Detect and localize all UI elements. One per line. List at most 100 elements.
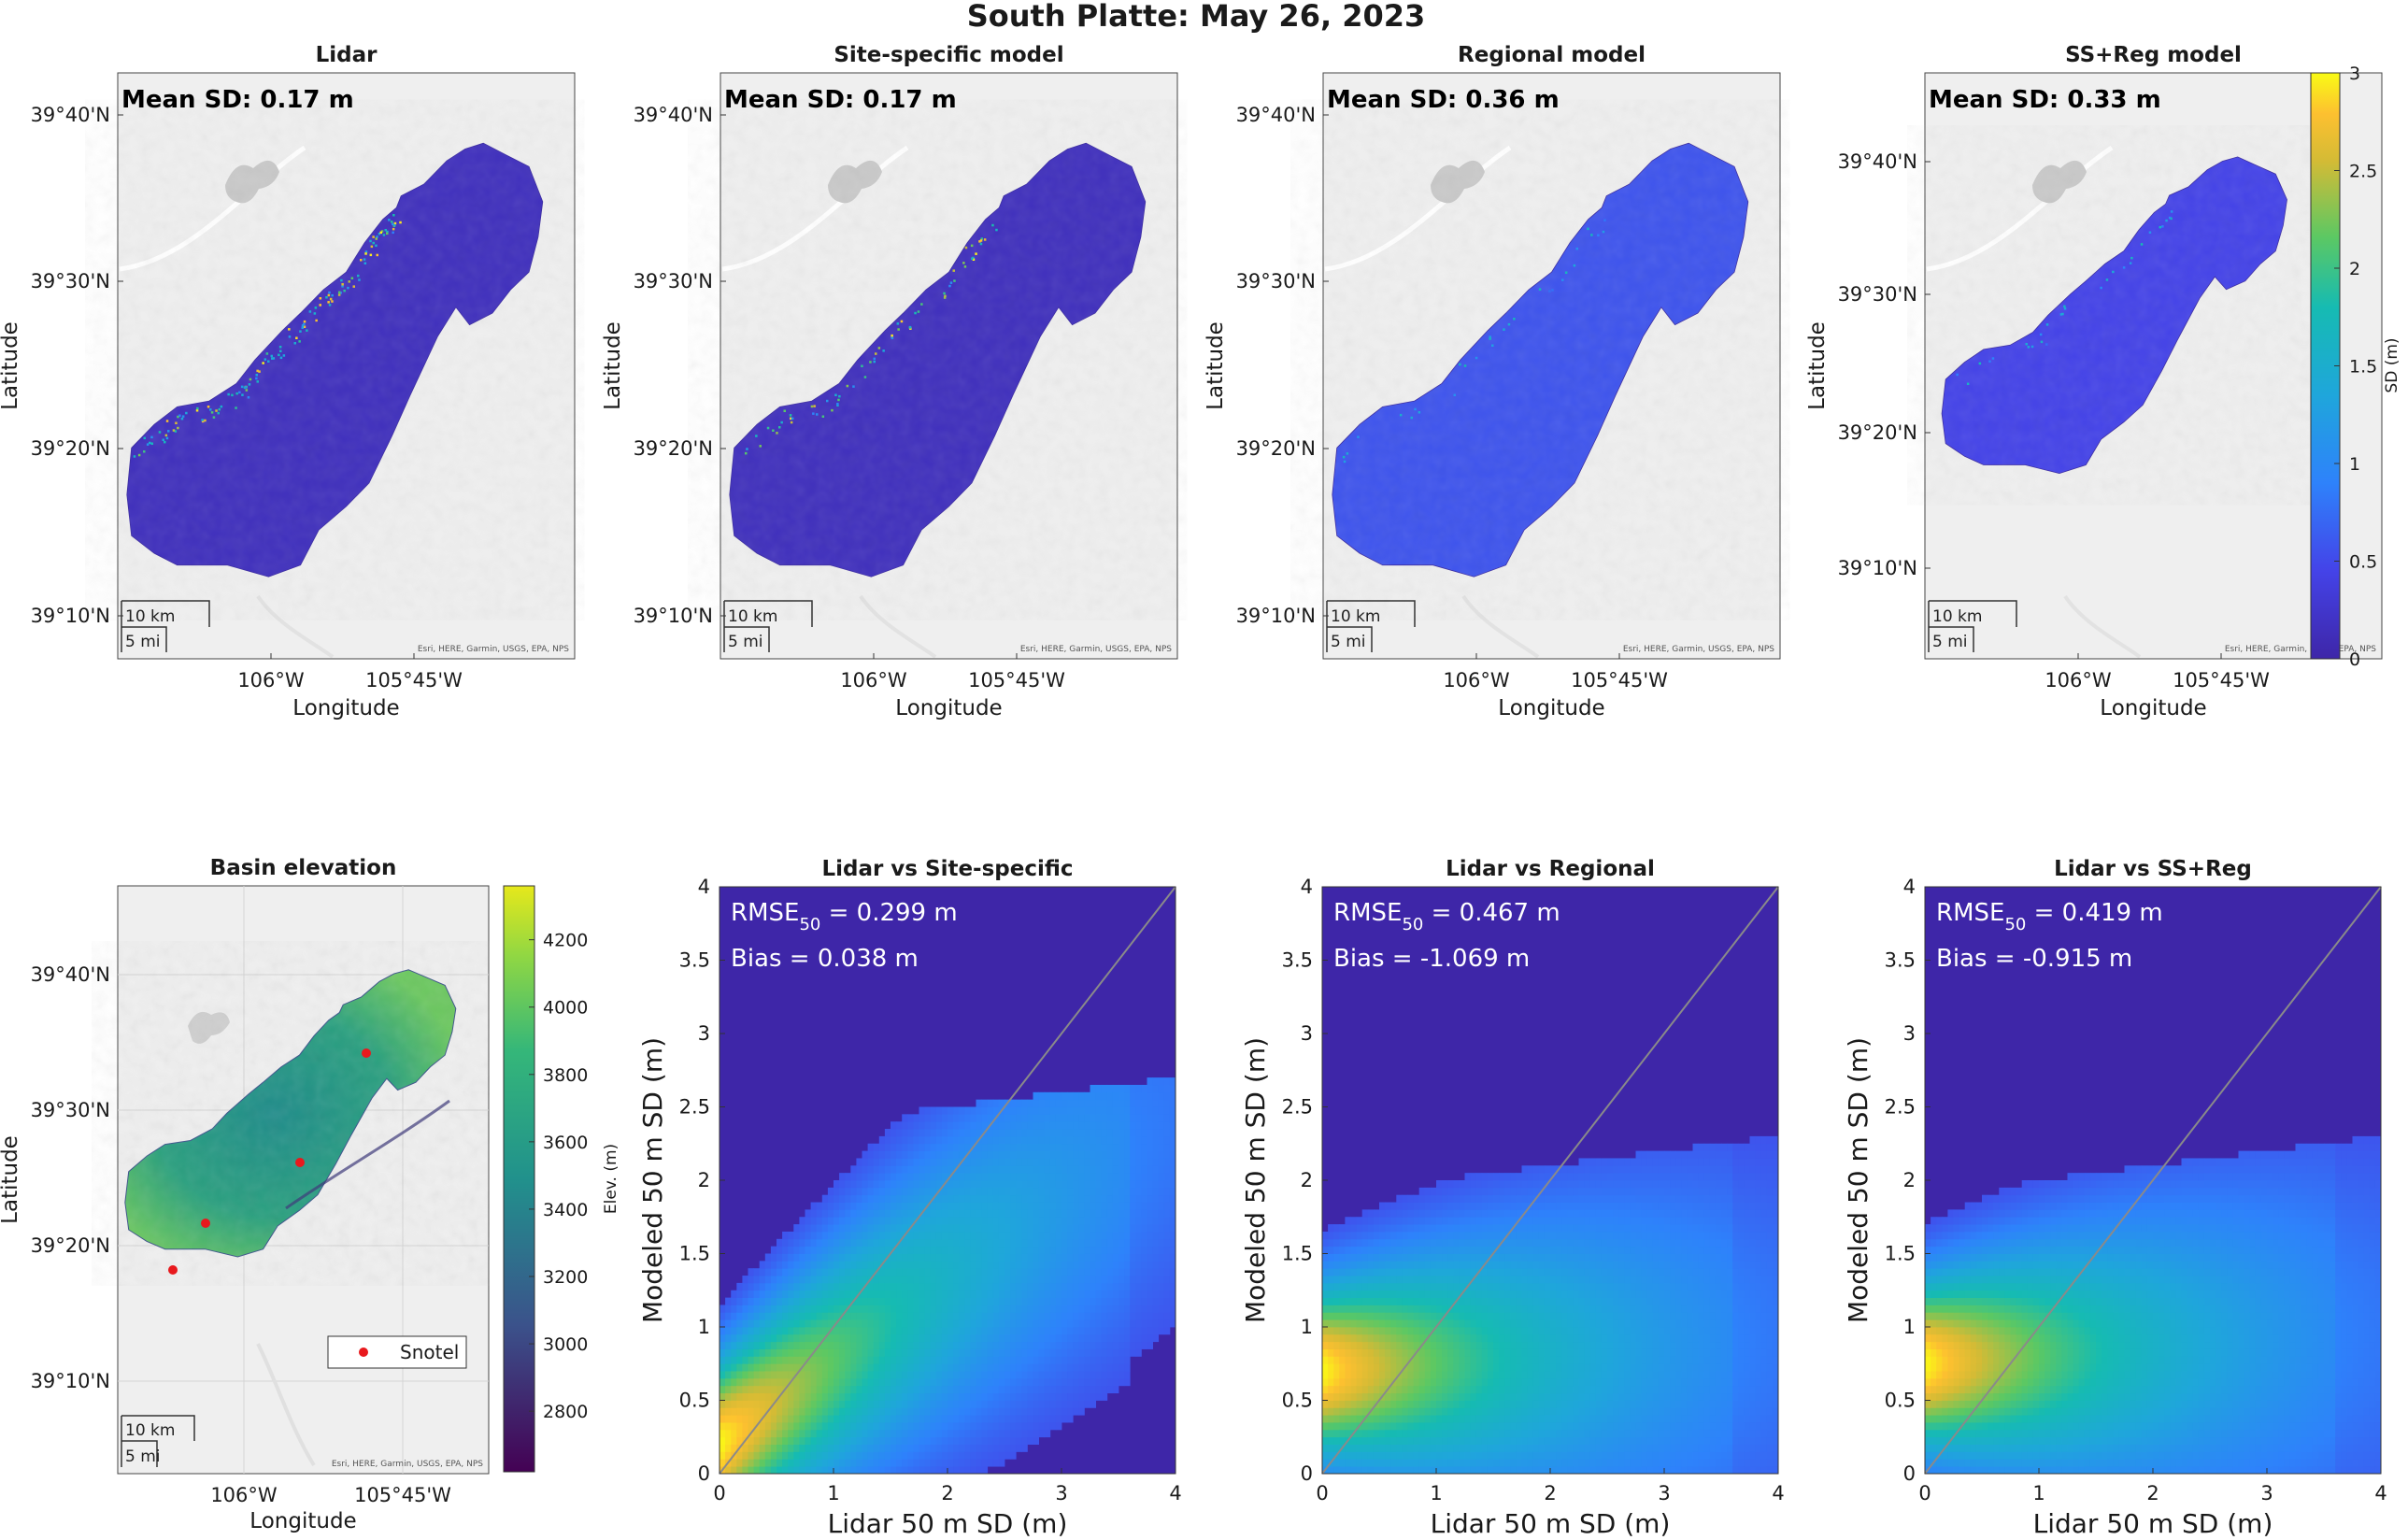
heatmap-cell [913,1194,919,1203]
heatmap-cell [1430,1429,1437,1438]
heatmap-cell [1481,1173,1489,1181]
heatmap-cell [793,1356,800,1364]
heatmap-cell [1487,1400,1494,1408]
heatmap-cell [1373,1217,1380,1225]
heatmap-cell [1453,1187,1460,1196]
heatmap-cell [992,1194,1000,1203]
heatmap-cell [845,1261,851,1269]
heatmap-cell [1135,1202,1142,1210]
heatmap-cell [896,1297,903,1305]
heatmap-cell [1130,1150,1136,1159]
heatmap-cell [1119,1371,1125,1379]
heatmap-cell [941,1466,948,1475]
heatmap-cell [1112,1290,1119,1298]
heatmap-cell [810,1415,818,1423]
heatmap-cell [924,1422,932,1431]
heatmap-cell [1005,1209,1011,1218]
heatmap-cell [1049,1187,1057,1196]
heatmap-cell [998,1429,1005,1438]
heatmap-cell [725,1400,732,1408]
heatmap-cell [1493,1371,1500,1379]
y-axis-label: Latitude [0,321,22,410]
heatmap-cell [1141,1276,1147,1284]
heatmap-cell [1350,1363,1357,1372]
heatmap-cell [867,1224,875,1233]
heatmap-cell [782,1268,789,1276]
heatmap-cell [810,1371,818,1379]
heatmap-cell [1090,1333,1096,1343]
heatmap-cell [1470,1202,1477,1210]
raster-cell [165,420,169,422]
y-tick-label: 39°10'N [31,1370,110,1392]
heatmap-cell [959,1297,965,1305]
heatmap-cell [850,1224,857,1233]
heatmap-cell [1067,1297,1074,1305]
heatmap-cell [1373,1319,1380,1328]
heatmap-cell [1112,1305,1119,1313]
heatmap-cell [1402,1202,1408,1210]
heatmap-cell [1101,1106,1108,1115]
raster-cell [249,378,252,381]
heatmap-cell [770,1282,777,1291]
raster-cell [863,376,867,378]
heatmap-cell [913,1180,919,1189]
heatmap-cell [1333,1385,1340,1394]
heatmap-cell [964,1459,971,1467]
raster-cell [392,214,395,217]
heatmap-cell [1055,1341,1062,1349]
heatmap-cell [1459,1392,1465,1401]
heatmap-cell [1084,1371,1090,1379]
heatmap-cell [1350,1297,1357,1305]
heatmap-cell [1436,1217,1443,1225]
heatmap-cell [878,1327,886,1335]
heatmap-cell [884,1466,891,1475]
raster-cell [347,286,349,290]
heatmap-cell [1339,1392,1346,1401]
heatmap-cell [731,1327,737,1335]
heatmap-cell [1487,1466,1494,1475]
heatmap-cell [1016,1444,1022,1452]
heatmap-cell [1407,1415,1414,1423]
heatmap-cell [753,1327,761,1335]
heatmap-cell [913,1407,919,1416]
heatmap-cell [941,1290,948,1298]
heatmap-cell [759,1348,766,1357]
heatmap-cell [827,1202,834,1210]
heatmap-cell [1322,1238,1329,1248]
heatmap-cell [1038,1341,1046,1349]
heatmap-cell [1147,1180,1153,1189]
heatmap-cell [987,1238,994,1248]
heatmap-cell [1436,1392,1443,1401]
heatmap-cell [1163,1282,1171,1291]
heatmap-cell [1135,1150,1142,1159]
heatmap-cell [1090,1091,1096,1101]
heatmap-cell [777,1422,783,1431]
heatmap-cell [862,1363,868,1372]
heatmap-cell [964,1180,971,1189]
heatmap-cell [1130,1231,1136,1240]
heatmap-cell [1470,1429,1477,1438]
heatmap-cell [959,1261,965,1269]
heatmap-cell [1067,1091,1074,1101]
heatmap-cell [1367,1231,1375,1240]
heatmap-cell [1339,1377,1346,1387]
heatmap-cell [793,1224,800,1233]
heatmap-cell [970,1377,976,1387]
heatmap-cell [1073,1158,1079,1166]
heatmap-cell [788,1333,794,1343]
heatmap-cell [935,1415,943,1423]
heatmap-cell [896,1415,903,1423]
heatmap-cell [1322,1333,1329,1343]
heatmap-cell [1158,1150,1165,1159]
heatmap-cell [742,1356,748,1364]
scale-bar-km: 10 km [125,607,175,626]
heatmap-cell [862,1217,868,1225]
heatmap-cell [1493,1238,1500,1248]
heatmap-cell [1413,1261,1420,1269]
heatmap-cell [1436,1268,1443,1276]
heatmap-cell [1361,1444,1369,1452]
heatmap-cell [1038,1407,1046,1416]
heatmap-cell [1396,1217,1403,1225]
heatmap-cell [1016,1194,1022,1203]
heatmap-cell [1106,1231,1114,1240]
